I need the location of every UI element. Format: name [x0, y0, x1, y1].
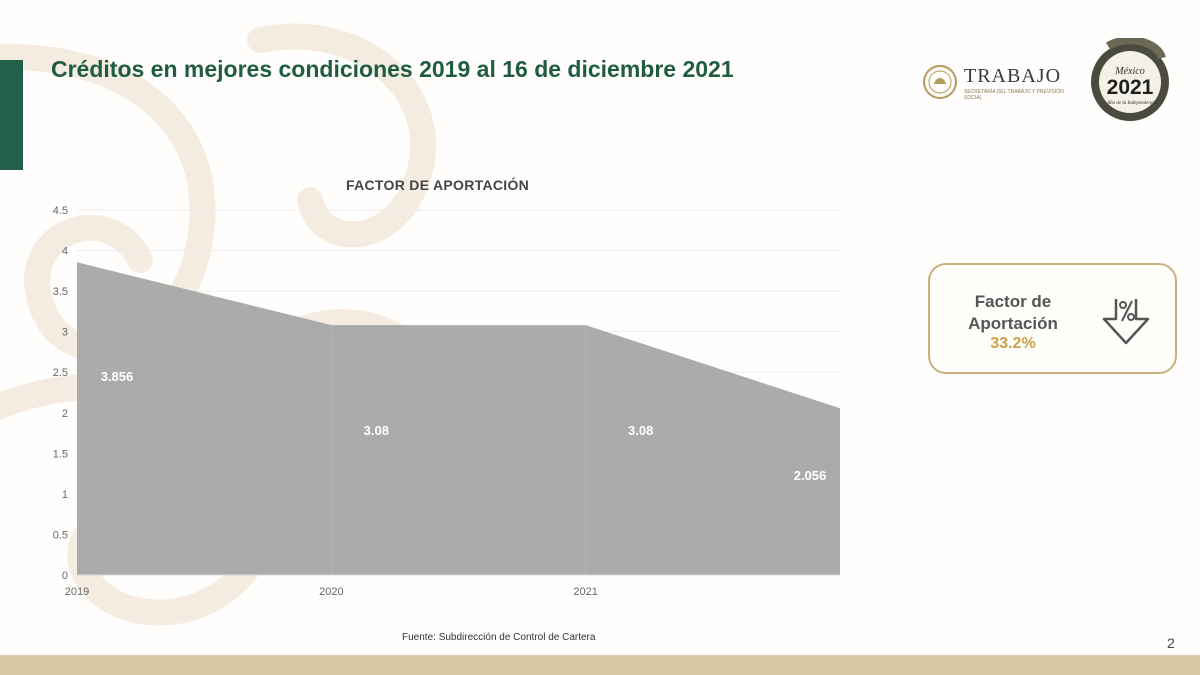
trabajo-logo: TRABAJO SECRETARÍA DEL TRABAJO Y PREVISI…	[922, 62, 1072, 104]
chart-title: FACTOR DE APORTACIÓN	[346, 177, 530, 193]
y-tick-label: 2	[62, 408, 68, 420]
kpi-card: Factor de Aportación 33.2%	[928, 263, 1177, 374]
national-seal-icon	[923, 65, 957, 99]
area-series	[77, 262, 840, 575]
kpi-label: Factor de Aportación	[968, 292, 1058, 333]
y-tick-label: 0	[62, 570, 68, 582]
kpi-value: 33.2%	[990, 335, 1036, 352]
source-note: Fuente: Subdirección de Control de Carte…	[402, 632, 596, 643]
y-tick-label: 4.5	[53, 205, 68, 217]
page-number: 2	[1167, 635, 1175, 651]
trabajo-logo-word: TRABAJO	[964, 65, 1062, 87]
data-label: 3.08	[628, 423, 653, 438]
x-tick-label: 2019	[65, 586, 89, 598]
y-tick-label: 0.5	[53, 529, 68, 541]
y-tick-label: 3.5	[53, 286, 68, 298]
data-label: 3.08	[364, 423, 389, 438]
y-tick-label: 4	[62, 246, 68, 258]
mexico-2021-logo: México 2021 Año de la Independencia	[1091, 38, 1169, 121]
year-logo-line3: Año de la Independencia	[1106, 101, 1157, 106]
y-tick-label: 1	[62, 489, 68, 501]
year-logo-line1: México	[1114, 66, 1144, 77]
slide-title: Créditos en mejores condiciones 2019 al …	[51, 56, 734, 82]
footer-band	[0, 655, 1200, 675]
percent-down-arrow-icon	[1102, 299, 1150, 345]
title-accent-bar	[0, 60, 23, 170]
y-tick-label: 3	[62, 327, 68, 339]
data-label: 2.056	[794, 468, 827, 483]
data-label: 3.856	[101, 369, 134, 384]
trabajo-logo-subtitle: SECRETARÍA DEL TRABAJO Y PREVISIÓN SOCIA…	[964, 89, 1064, 101]
x-tick-label: 2021	[573, 586, 597, 598]
year-logo-line2: 2021	[1107, 76, 1154, 99]
y-tick-label: 2.5	[53, 367, 68, 379]
area-chart: 0 0.5 1 1.5 2 2.5 3 3.5 4 4.5 2019 2020 2021 3.856 3.0…	[53, 205, 840, 598]
y-tick-label: 1.5	[53, 448, 68, 460]
x-tick-label: 2020	[319, 586, 343, 598]
